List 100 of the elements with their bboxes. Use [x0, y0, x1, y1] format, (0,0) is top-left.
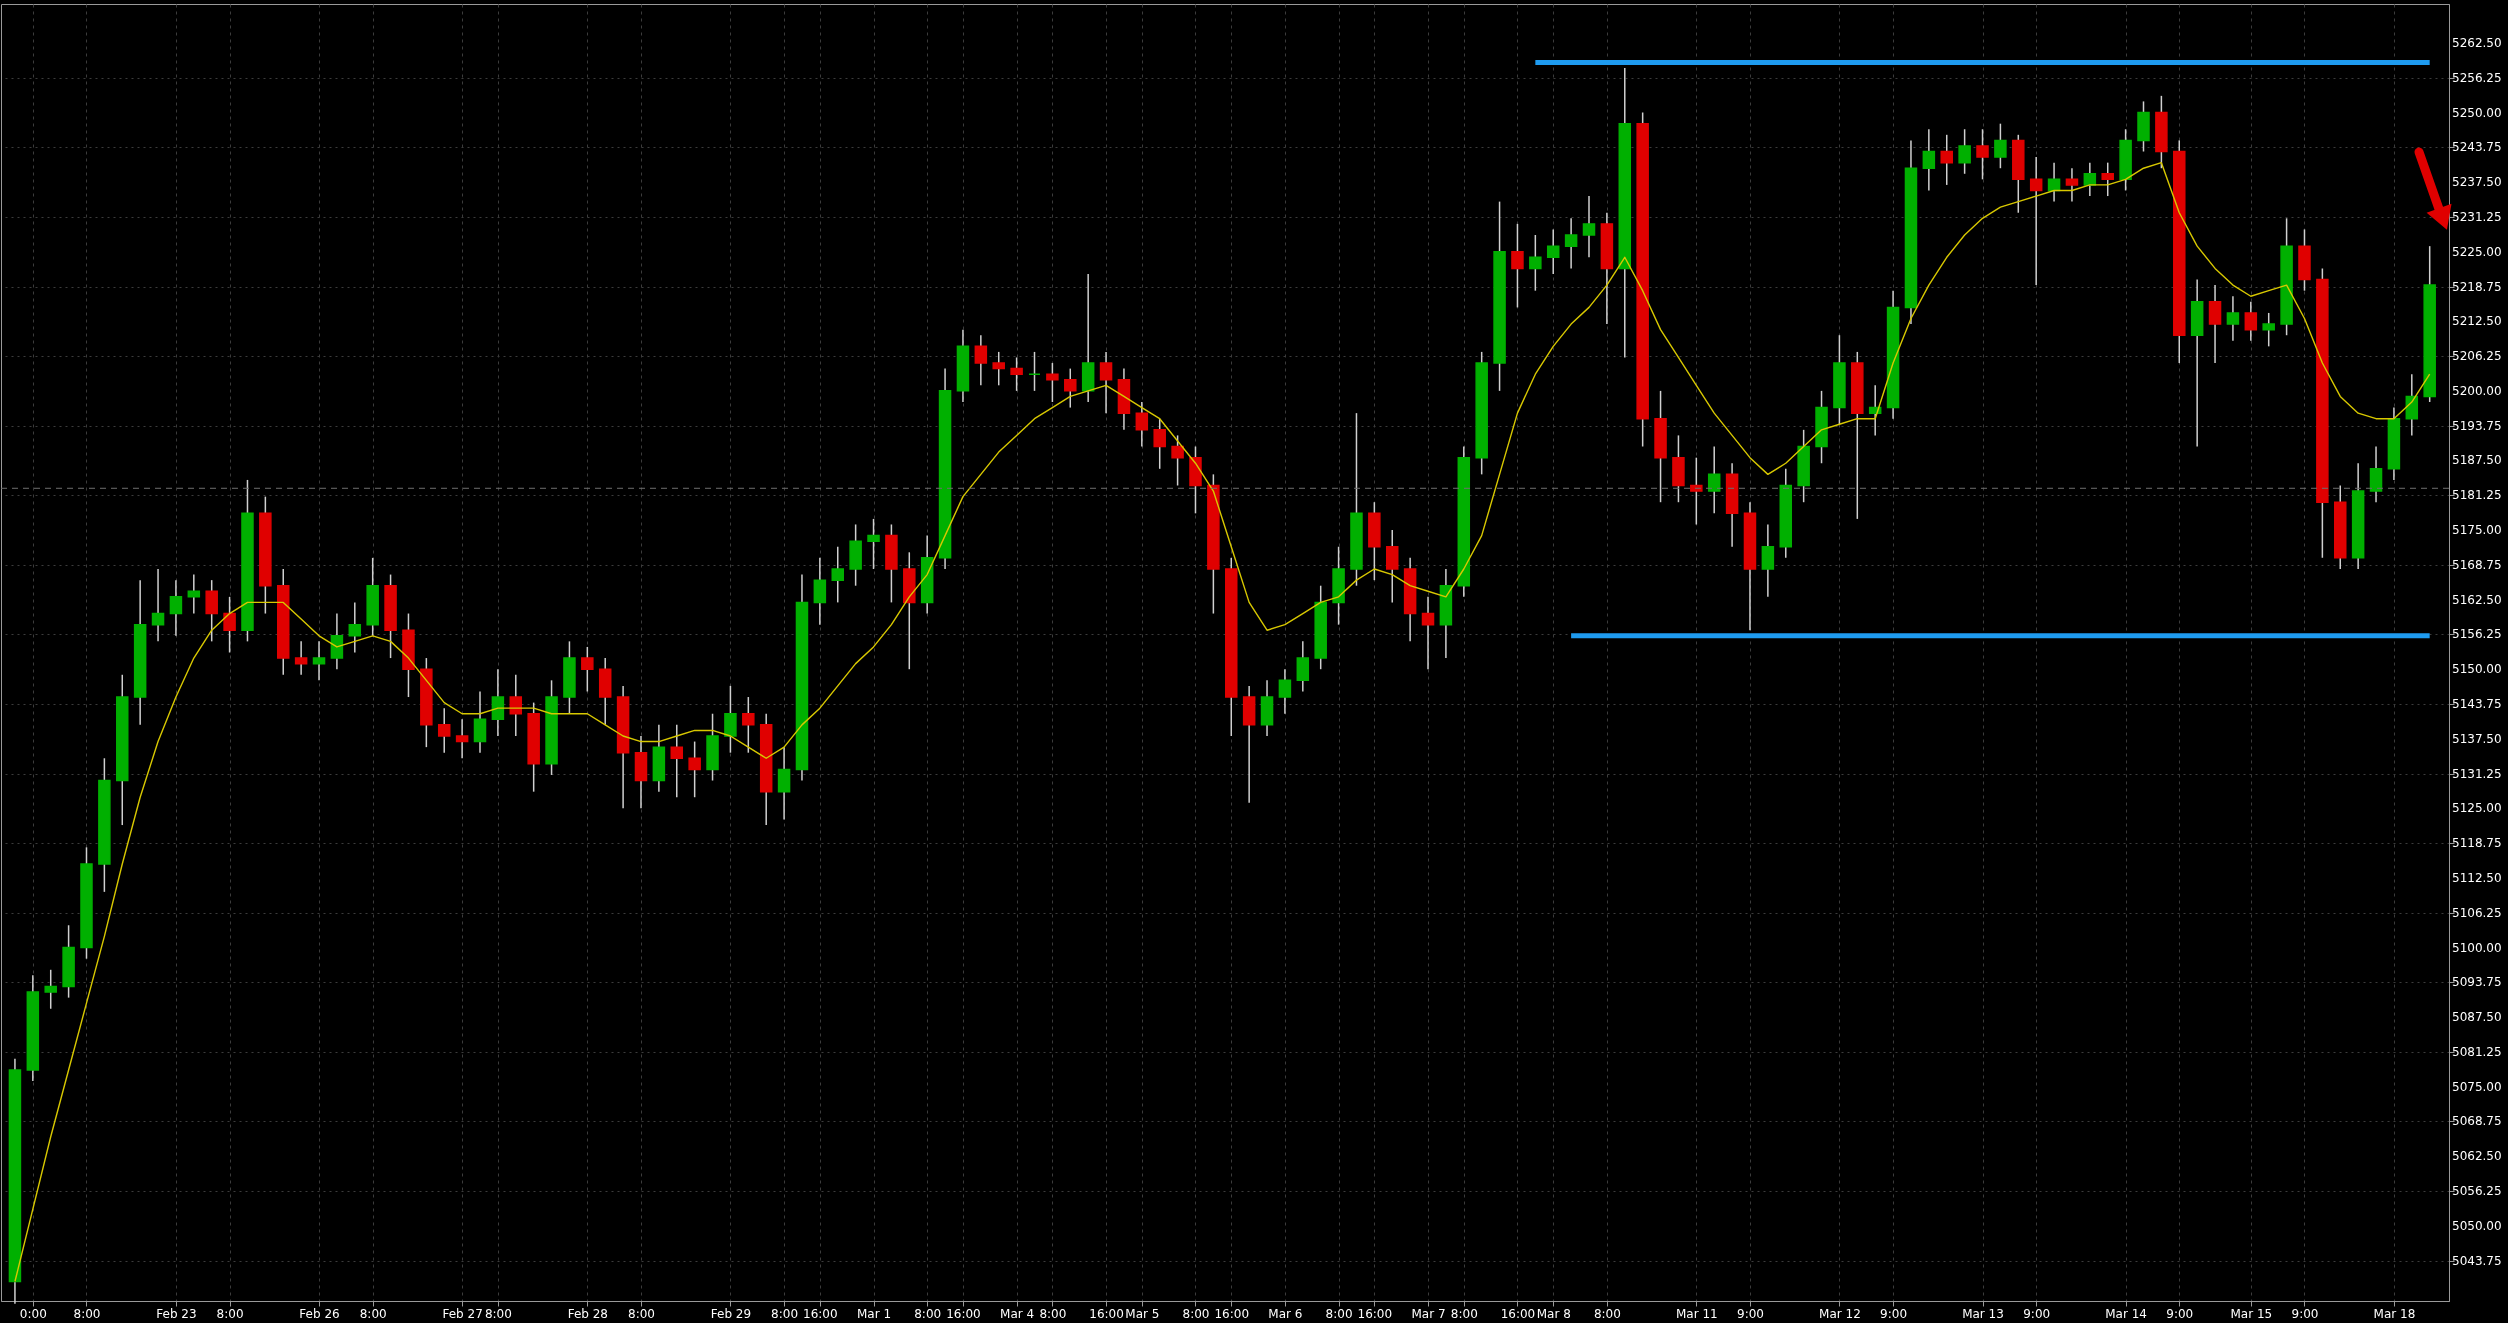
candlestick: [974, 334, 988, 387]
candlestick: [2226, 295, 2240, 342]
y-tick-label: 5050.00: [2452, 1218, 2502, 1233]
candlestick: [1994, 122, 2007, 169]
candlestick: [742, 696, 755, 754]
candlestick: [1958, 128, 1971, 175]
x-tick-label: 8:00: [771, 1306, 799, 1321]
x-tick-label: 16:00: [1214, 1306, 1250, 1321]
candlestick: [312, 640, 326, 682]
y-tick-label: 5225.00: [2452, 244, 2502, 259]
x-tick-label: Mar 13: [1962, 1306, 2004, 1321]
x-tick-label: 8:00: [1593, 1306, 1621, 1321]
candlestick: [44, 969, 57, 1010]
y-tick-label: 5181.25: [2452, 488, 2502, 503]
x-tick-label: Mar 6: [1268, 1306, 1303, 1321]
candlestick: [670, 724, 684, 798]
candlestick: [1278, 668, 1292, 715]
x-tick-label: 8:00: [1039, 1306, 1067, 1321]
candlestick: [581, 646, 594, 693]
candlestick: [205, 579, 218, 643]
x-tick-label: 8:00: [359, 1306, 387, 1321]
candlestick: [169, 579, 183, 637]
y-tick-label: 5187.50: [2452, 453, 2502, 468]
x-tick-label: 8:00: [1450, 1306, 1478, 1321]
candlestick: [455, 718, 469, 760]
candlestick: [1296, 640, 1310, 693]
candlestick: [1976, 128, 1989, 181]
candlestick: [688, 740, 701, 798]
candlestick: [437, 707, 451, 754]
x-tick-label: Feb 27: [442, 1306, 483, 1321]
candlestick: [813, 557, 827, 626]
candlestick: [223, 596, 236, 654]
candlestick: [2244, 301, 2258, 342]
candlestick: [1046, 362, 1059, 403]
x-tick-label: Mar 4: [1000, 1306, 1035, 1321]
candlestick: [1064, 367, 1077, 409]
candlestick: [1171, 434, 1184, 487]
x-tick-label: Feb 26: [299, 1306, 340, 1321]
y-tick-label: 5075.00: [2452, 1079, 2502, 1094]
candlestick: [1010, 356, 1023, 392]
candlestick: [831, 545, 844, 604]
x-tick-label: 0:00: [19, 1306, 47, 1321]
x-tick-label: 16:00: [1500, 1306, 1536, 1321]
y-tick-label: 5250.00: [2452, 105, 2502, 120]
x-tick-label: 8:00: [484, 1306, 512, 1321]
x-tick-label: 9:00: [1737, 1306, 1764, 1321]
candlestick: [1529, 234, 1542, 292]
candlestick: [491, 668, 505, 737]
y-tick-label: 5262.50: [2452, 35, 2502, 50]
y-tick-label: 5131.25: [2452, 766, 2502, 781]
candlestick: [777, 746, 791, 821]
candlestick: [348, 601, 362, 654]
y-tick-label: 5200.00: [2452, 383, 2502, 398]
x-tick-label: Mar 14: [2105, 1306, 2147, 1321]
y-tick-label: 5193.75: [2452, 418, 2502, 433]
y-tick-label: 5143.75: [2452, 696, 2502, 711]
candlestick: [724, 685, 737, 754]
candlestick: [187, 573, 201, 615]
candlestick: [2262, 312, 2275, 348]
candlestick: [1135, 401, 1149, 448]
y-tick-label: 5068.75: [2452, 1114, 2502, 1129]
candlestick: [151, 568, 165, 643]
line-series: [14, 161, 2431, 1283]
candlestick: [330, 612, 344, 670]
x-tick-label: Mar 15: [2230, 1306, 2273, 1321]
y-tick-label: 5087.50: [2452, 1010, 2502, 1025]
y-tick-label: 5100.00: [2452, 940, 2502, 955]
x-tick-label: 16:00: [946, 1306, 981, 1321]
x-tick-label: Mar 5: [1125, 1306, 1160, 1321]
x-tick-label: Mar 7: [1411, 1306, 1446, 1321]
y-tick-label: 5256.25: [2452, 70, 2502, 85]
x-tick-label: 8:00: [914, 1306, 942, 1321]
x-tick-label: 16:00: [1357, 1306, 1393, 1321]
candlestick: [2101, 161, 2114, 197]
y-tick-label: 5112.50: [2452, 870, 2502, 885]
y-tick-label: 5137.50: [2452, 731, 2502, 746]
y-tick-label: 5218.75: [2452, 279, 2502, 294]
candlestick: [2369, 445, 2383, 503]
x-tick-label: 16:00: [803, 1306, 838, 1321]
candlestick: [1385, 529, 1399, 604]
x-tick-label: 9:00: [2166, 1306, 2194, 1321]
candlestick: [2208, 284, 2222, 364]
candlestick: [867, 518, 880, 570]
candlestick: [1582, 195, 1596, 259]
candlestick: [473, 690, 487, 754]
y-tick-label: 5093.75: [2452, 975, 2502, 990]
y-tick-label: 5106.25: [2452, 905, 2502, 920]
candlestick: [1707, 445, 1721, 515]
y-tick-label: 5212.50: [2452, 314, 2502, 329]
y-tick-label: 5043.75: [2452, 1253, 2502, 1268]
y-tick-label: 5156.25: [2452, 627, 2502, 642]
candlestick: [1546, 228, 1560, 275]
x-tick-label: Mar 1: [856, 1306, 892, 1321]
y-tick-label: 5168.75: [2452, 557, 2502, 572]
x-tick-label: 9:00: [2023, 1306, 2051, 1321]
y-tick-label: 5056.25: [2452, 1184, 2502, 1199]
candlestick: [2029, 156, 2043, 286]
y-tick-label: 5206.25: [2452, 349, 2502, 364]
x-tick-label: 9:00: [2291, 1306, 2319, 1321]
x-tick-label: Mar 11: [1675, 1306, 1718, 1321]
